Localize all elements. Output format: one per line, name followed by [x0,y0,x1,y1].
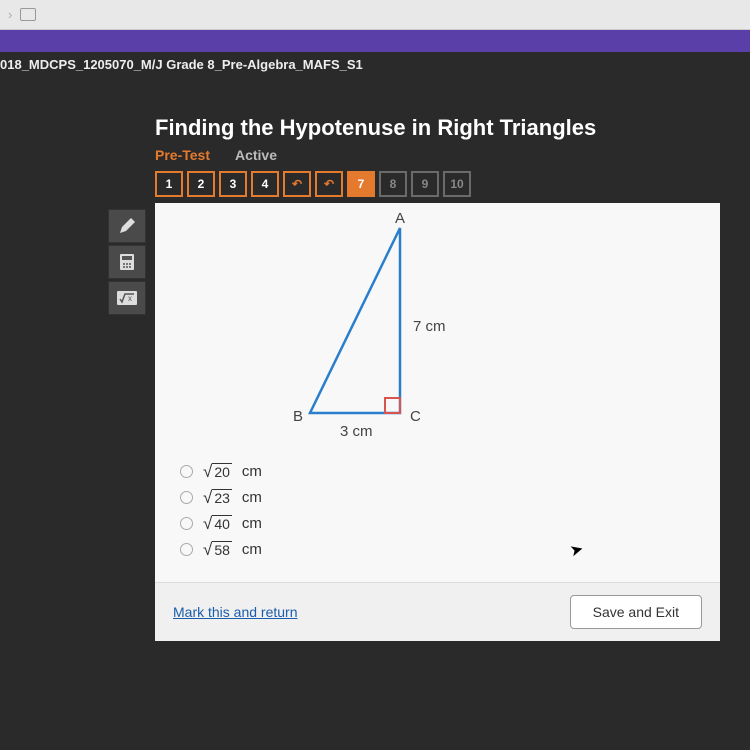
vertex-C: C [410,408,421,425]
qnav-9[interactable]: 9 [411,171,439,197]
answer-option-4[interactable]: √58 cm [180,541,700,558]
pencil-icon [117,216,137,236]
qnav-5[interactable]: ↶ [283,171,311,197]
save-exit-button[interactable]: Save and Exit [570,595,702,629]
formula-tool[interactable]: x [108,281,146,315]
active-label: Active [235,147,277,163]
pretest-label: Pre-Test [155,147,210,163]
qnav-1[interactable]: 1 [155,171,183,197]
footer-bar: Mark this and return Save and Exit [155,582,720,641]
radio-icon [180,543,193,556]
question-panel: A B C 7 cm 3 cm √20 cm √23 cm [155,203,720,582]
triangle-figure: A B C 7 cm 3 cm [255,218,515,438]
pencil-tool[interactable] [108,209,146,243]
unit: cm [242,541,262,558]
side-AC-label: 7 cm [413,318,446,335]
answer-list: √20 cm √23 cm √40 cm √5 [180,463,700,558]
radio-icon [180,517,193,530]
qnav-8[interactable]: 8 [379,171,407,197]
calculator-icon [117,253,137,271]
qnav-4[interactable]: 4 [251,171,279,197]
mark-return-link[interactable]: Mark this and return [173,604,298,620]
page-title: Finding the Hypotenuse in Right Triangle… [155,115,750,141]
qnav-7[interactable]: 7 [347,171,375,197]
answer-option-3[interactable]: √40 cm [180,515,700,532]
question-nav: 1 2 3 4 ↶ ↶ 7 8 9 10 [155,171,750,197]
calculator-tool[interactable] [108,245,146,279]
browser-chrome: › [0,0,750,30]
unit: cm [242,489,262,506]
tab-icon [20,8,36,21]
qnav-6[interactable]: ↶ [315,171,343,197]
side-BC-label: 3 cm [340,423,373,440]
radio-icon [180,465,193,478]
qnav-10[interactable]: 10 [443,171,471,197]
purple-bar [0,30,750,52]
unit: cm [242,515,262,532]
vertex-B: B [293,408,303,425]
breadcrumb: 018_MDCPS_1205070_M/J Grade 8_Pre-Algebr… [0,52,750,80]
answer-option-2[interactable]: √23 cm [180,489,700,506]
sqrt-icon: x [116,290,138,306]
qnav-3[interactable]: 3 [219,171,247,197]
qnav-2[interactable]: 2 [187,171,215,197]
forward-icon: › [8,7,12,22]
vertex-A: A [395,210,405,227]
toolbar: x [108,209,150,315]
unit: cm [242,463,262,480]
radio-icon [180,491,193,504]
svg-text:x: x [128,294,132,303]
answer-option-1[interactable]: √20 cm [180,463,700,480]
